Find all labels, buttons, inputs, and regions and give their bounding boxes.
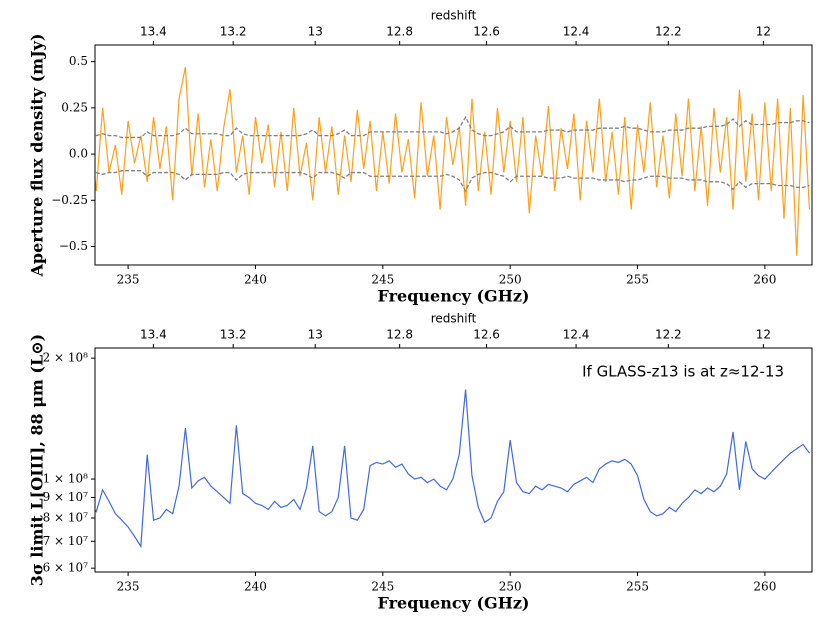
x-tick-label: 250 [499,580,522,594]
x-tick-label: 240 [244,580,267,594]
x2-tick-label: 12.6 [473,328,500,342]
x2-tick-label: 12.6 [473,25,500,39]
x-tick-label: 250 [499,273,522,287]
x-axis-label: Frequency (GHz) [378,594,530,613]
x2-tick-label: 12.2 [655,25,682,39]
x2-tick-label: 12.8 [386,25,413,39]
data-line [95,115,810,139]
x2-tick-label: 13 [308,328,323,342]
y-tick-label: −0.25 [51,193,88,207]
y-tick-label: 7 × 10⁷ [43,534,89,548]
y-tick-label: 8 × 10⁷ [43,510,89,524]
x-tick-label: 260 [753,580,776,594]
x2-axis-label: redshift [431,9,477,23]
x-tick-label: 260 [753,273,776,287]
x2-tick-label: 13.4 [140,328,167,342]
x-tick-label: 235 [117,273,140,287]
x2-tick-label: 13 [308,25,323,39]
x2-tick-label: 12.4 [563,328,590,342]
axes-frame [94,44,813,266]
x2-tick-label: 13.4 [140,25,167,39]
y-tick-label: 9 × 10⁷ [43,490,89,504]
annotation: If GLASS-z13 is at z≈12-13 [582,363,784,381]
x2-tick-label: 13.2 [220,25,247,39]
x2-axis-label: redshift [431,312,477,326]
y-tick-label: 2 × 10⁸ [43,351,89,365]
y-tick-label: −0.5 [59,239,88,253]
axes-frame [94,347,813,573]
x-axis-label: Frequency (GHz) [378,287,530,306]
x2-tick-label: 12.8 [386,328,413,342]
data-line [95,389,810,549]
y-axis-label: 3σ limit L[OIII], 88 μm (L⊙) [28,334,47,586]
x2-tick-label: 12.4 [563,25,590,39]
y-tick-label: 0.0 [69,147,88,161]
x-tick-label: 245 [371,273,394,287]
x-tick-label: 235 [117,580,140,594]
x-tick-label: 240 [244,273,267,287]
data-line [95,67,811,256]
x-tick-label: 255 [626,273,649,287]
y-tick-label: 0.25 [61,100,88,114]
x2-tick-label: 12 [756,328,771,342]
y-tick-label: 1 × 10⁸ [43,472,89,486]
y-tick-label: 6 × 10⁷ [43,561,89,575]
y-tick-label: 0.5 [69,54,88,68]
x2-tick-label: 12 [756,25,771,39]
data-line [95,170,810,193]
x2-tick-label: 12.2 [655,328,682,342]
x-tick-label: 245 [371,580,394,594]
y-axis-label: Aperture flux density (mJy) [28,33,47,277]
x2-tick-label: 13.2 [220,328,247,342]
x-tick-label: 255 [626,580,649,594]
